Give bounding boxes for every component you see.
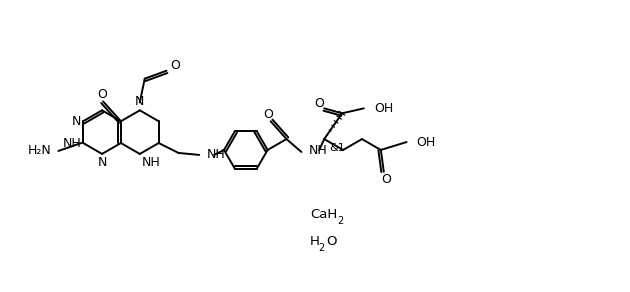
Text: N: N	[72, 115, 81, 128]
Text: NH: NH	[62, 137, 81, 150]
Text: &1: &1	[329, 143, 345, 153]
Text: 2: 2	[318, 243, 324, 253]
Text: O: O	[326, 234, 336, 248]
Text: OH: OH	[416, 135, 436, 149]
Text: O: O	[314, 97, 324, 110]
Text: NH: NH	[308, 145, 327, 157]
Text: O: O	[171, 59, 180, 72]
Text: O: O	[264, 108, 273, 121]
Text: H: H	[310, 234, 320, 248]
Text: OH: OH	[374, 102, 393, 115]
Text: NH: NH	[142, 156, 161, 169]
Text: O: O	[97, 88, 107, 101]
Text: NH: NH	[207, 148, 226, 161]
Text: 2: 2	[337, 216, 343, 226]
Text: CaH: CaH	[310, 208, 337, 221]
Text: N: N	[135, 95, 144, 108]
Text: O: O	[381, 173, 391, 186]
Text: N: N	[98, 156, 106, 169]
Text: H₂N: H₂N	[28, 145, 52, 157]
